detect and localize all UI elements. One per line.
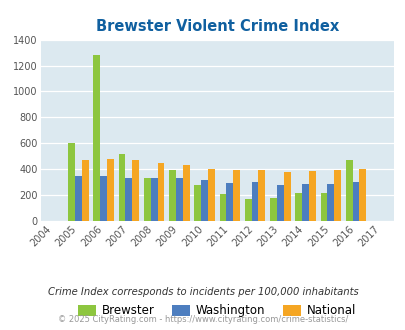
Bar <box>308 171 315 221</box>
Bar <box>258 170 264 221</box>
Bar <box>269 198 276 221</box>
Bar <box>132 160 139 221</box>
Bar <box>345 160 352 221</box>
Text: © 2025 CityRating.com - https://www.cityrating.com/crime-statistics/: © 2025 CityRating.com - https://www.city… <box>58 315 347 324</box>
Bar <box>175 178 182 221</box>
Bar <box>226 183 232 221</box>
Text: Crime Index corresponds to incidents per 100,000 inhabitants: Crime Index corresponds to incidents per… <box>47 287 358 297</box>
Bar <box>150 178 157 221</box>
Bar <box>194 185 201 221</box>
Bar <box>244 199 251 221</box>
Bar <box>294 193 301 221</box>
Bar <box>283 173 290 221</box>
Bar <box>201 180 207 221</box>
Legend: Brewster, Washington, National: Brewster, Washington, National <box>73 300 360 322</box>
Bar <box>251 182 258 221</box>
Bar <box>143 178 150 221</box>
Bar <box>232 170 239 221</box>
Bar <box>276 185 283 221</box>
Bar <box>100 176 107 221</box>
Bar <box>326 184 333 221</box>
Bar <box>358 169 365 221</box>
Bar <box>107 159 114 221</box>
Bar <box>169 170 175 221</box>
Bar <box>333 170 340 221</box>
Bar <box>182 165 189 221</box>
Bar <box>157 163 164 221</box>
Bar <box>301 184 308 221</box>
Bar <box>82 160 88 221</box>
Bar <box>207 169 214 221</box>
Bar <box>68 143 75 221</box>
Bar <box>75 176 82 221</box>
Bar <box>320 193 326 221</box>
Bar <box>118 154 125 221</box>
Bar <box>93 55 100 221</box>
Bar <box>125 178 132 221</box>
Title: Brewster Violent Crime Index: Brewster Violent Crime Index <box>95 19 338 34</box>
Bar <box>352 182 358 221</box>
Bar <box>219 194 226 221</box>
